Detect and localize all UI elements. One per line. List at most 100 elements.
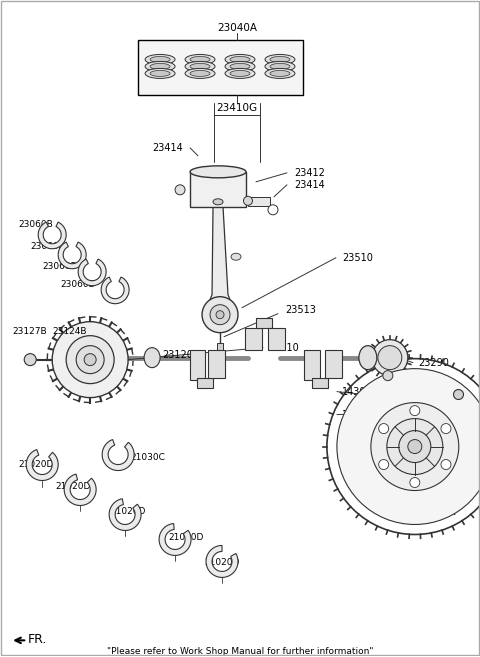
Ellipse shape xyxy=(225,68,255,78)
Circle shape xyxy=(175,185,185,195)
Bar xyxy=(256,318,272,328)
Polygon shape xyxy=(159,524,191,555)
Circle shape xyxy=(84,353,96,366)
Ellipse shape xyxy=(225,55,255,64)
Bar xyxy=(312,378,328,388)
Ellipse shape xyxy=(231,253,241,260)
Circle shape xyxy=(52,322,128,397)
Text: 23311A: 23311A xyxy=(418,507,455,518)
Circle shape xyxy=(378,346,402,370)
Bar xyxy=(138,40,303,95)
Ellipse shape xyxy=(185,55,215,64)
Text: 21020D: 21020D xyxy=(55,482,91,491)
Ellipse shape xyxy=(145,62,175,72)
Circle shape xyxy=(24,353,36,366)
Ellipse shape xyxy=(185,68,215,78)
Polygon shape xyxy=(26,449,58,480)
Text: 23060B: 23060B xyxy=(42,262,77,271)
Ellipse shape xyxy=(270,70,290,76)
Text: 23060B: 23060B xyxy=(18,220,53,229)
Text: 23060B: 23060B xyxy=(30,242,65,251)
Circle shape xyxy=(379,459,389,470)
Ellipse shape xyxy=(190,57,210,62)
Polygon shape xyxy=(304,350,320,380)
Ellipse shape xyxy=(265,55,295,64)
Polygon shape xyxy=(102,440,134,470)
Circle shape xyxy=(387,419,443,474)
Circle shape xyxy=(441,424,451,434)
Ellipse shape xyxy=(150,64,170,70)
Text: 23110: 23110 xyxy=(268,343,299,353)
Polygon shape xyxy=(101,277,129,304)
Text: 21020D: 21020D xyxy=(110,507,145,516)
Circle shape xyxy=(441,459,451,470)
Ellipse shape xyxy=(230,64,250,70)
Polygon shape xyxy=(38,222,66,249)
Text: 23124B: 23124B xyxy=(52,327,87,336)
Circle shape xyxy=(383,371,393,380)
Text: 23414: 23414 xyxy=(152,143,183,153)
Polygon shape xyxy=(78,259,106,286)
Ellipse shape xyxy=(265,62,295,72)
Circle shape xyxy=(202,297,238,332)
Polygon shape xyxy=(208,350,225,378)
Polygon shape xyxy=(109,499,141,530)
Ellipse shape xyxy=(144,348,160,368)
Circle shape xyxy=(379,424,389,434)
Circle shape xyxy=(410,405,420,416)
Text: 23414: 23414 xyxy=(294,180,324,190)
Circle shape xyxy=(337,369,480,524)
Circle shape xyxy=(210,305,230,325)
Ellipse shape xyxy=(359,346,377,370)
Ellipse shape xyxy=(145,55,175,64)
Polygon shape xyxy=(64,474,96,505)
Text: 21020D: 21020D xyxy=(18,460,54,469)
Ellipse shape xyxy=(190,64,210,70)
Circle shape xyxy=(408,440,422,453)
Bar xyxy=(190,172,246,207)
Text: 23040A: 23040A xyxy=(217,23,257,33)
Ellipse shape xyxy=(185,62,215,72)
Bar xyxy=(217,343,223,351)
Ellipse shape xyxy=(190,166,246,178)
Ellipse shape xyxy=(150,70,170,76)
Text: 23060B: 23060B xyxy=(60,281,95,289)
Text: 23513: 23513 xyxy=(285,305,316,315)
Polygon shape xyxy=(58,242,86,269)
Circle shape xyxy=(410,478,420,487)
Text: 23412: 23412 xyxy=(294,168,325,178)
Text: 21030C: 21030C xyxy=(130,453,165,462)
Ellipse shape xyxy=(230,70,250,76)
Ellipse shape xyxy=(150,57,170,62)
Ellipse shape xyxy=(270,64,290,70)
Circle shape xyxy=(66,336,114,384)
Ellipse shape xyxy=(270,57,290,62)
Polygon shape xyxy=(190,350,205,380)
Bar xyxy=(248,197,270,206)
Text: 23290: 23290 xyxy=(418,357,449,368)
Circle shape xyxy=(372,340,408,376)
Text: 1430JD: 1430JD xyxy=(342,386,377,397)
Polygon shape xyxy=(268,328,285,350)
Polygon shape xyxy=(325,350,342,378)
Text: FR.: FR. xyxy=(28,633,48,646)
Text: 21020D: 21020D xyxy=(168,533,204,542)
Ellipse shape xyxy=(190,70,210,76)
Circle shape xyxy=(216,311,224,319)
Ellipse shape xyxy=(225,62,255,72)
Circle shape xyxy=(454,390,464,399)
Ellipse shape xyxy=(243,196,252,205)
Polygon shape xyxy=(245,328,262,350)
Text: 23510: 23510 xyxy=(342,253,373,263)
Text: "Please refer to Work Shop Manual for further information": "Please refer to Work Shop Manual for fu… xyxy=(107,647,373,656)
Polygon shape xyxy=(206,207,234,320)
Ellipse shape xyxy=(213,199,223,205)
Ellipse shape xyxy=(230,57,250,62)
Circle shape xyxy=(371,403,459,491)
Ellipse shape xyxy=(265,68,295,78)
Circle shape xyxy=(399,430,431,463)
Text: 23127B: 23127B xyxy=(12,327,47,336)
Text: 23120: 23120 xyxy=(163,350,193,359)
Circle shape xyxy=(268,205,278,215)
Text: 21020D: 21020D xyxy=(204,558,240,567)
